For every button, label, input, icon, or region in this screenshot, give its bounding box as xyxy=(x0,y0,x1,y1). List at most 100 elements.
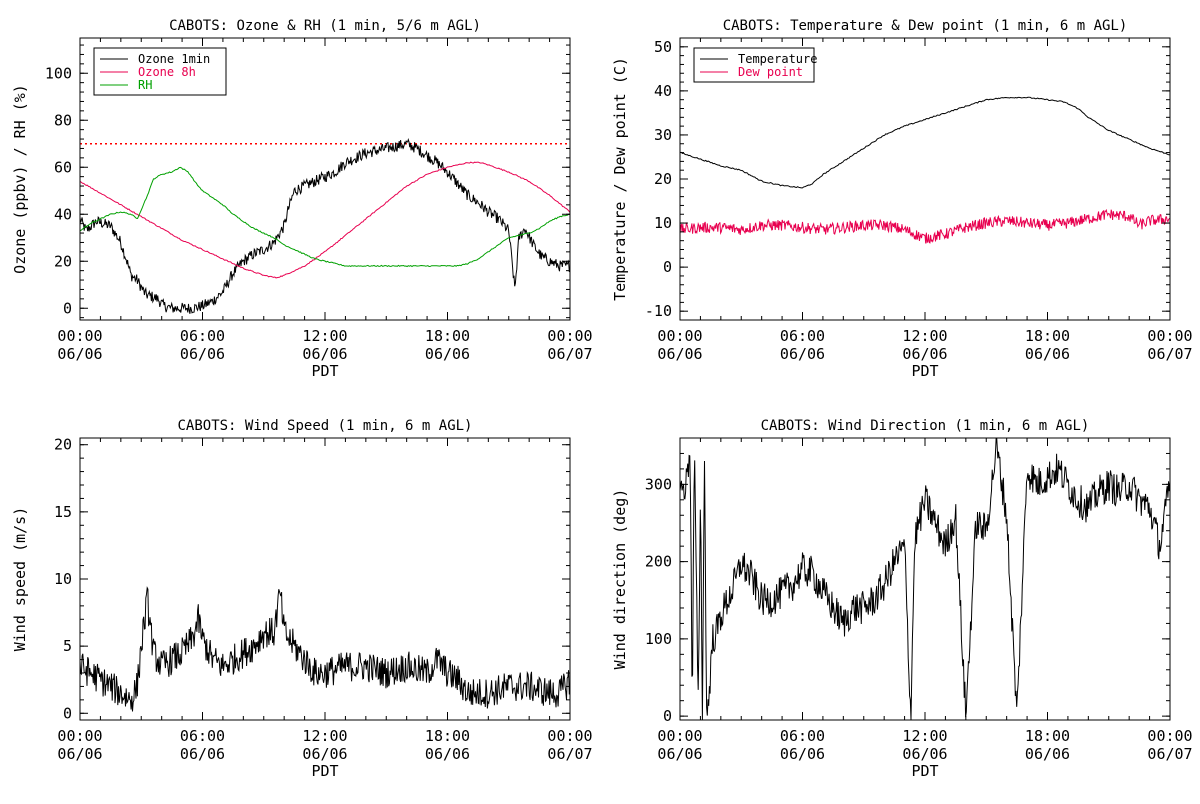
legend-box xyxy=(693,47,815,83)
x-tick-label-date: 06/07 xyxy=(1147,745,1192,763)
x-axis-label: PDT xyxy=(911,762,938,780)
y-tick-label: 15 xyxy=(54,503,72,521)
y-axis-label: Wind direction (deg) xyxy=(611,489,629,670)
x-tick-label-date: 06/06 xyxy=(1025,345,1070,363)
chart-panel-4: CABOTS: Wind Direction (1 min, 6 m AGL) 0… xyxy=(611,418,1193,780)
y-tick-label: 40 xyxy=(54,205,72,223)
x-tick-label-date: 06/06 xyxy=(425,745,470,763)
y-tick-label: 5 xyxy=(63,637,72,655)
x-tick-label-date: 06/06 xyxy=(780,345,825,363)
axes-frame xyxy=(79,437,571,721)
x-tick-label-date: 06/06 xyxy=(657,345,702,363)
x-tick-label-time: 00:00 xyxy=(1147,727,1192,745)
y-tick-label: 0 xyxy=(63,299,72,317)
series-line-2 xyxy=(680,208,1170,244)
series-line-1 xyxy=(680,438,1170,720)
y-tick-label: 10 xyxy=(654,214,672,232)
series-line-1 xyxy=(80,138,570,314)
x-tick-label-time: 00:00 xyxy=(547,727,592,745)
x-tick-label-time: 12:00 xyxy=(302,727,347,745)
x-tick-label-date: 06/07 xyxy=(1147,345,1192,363)
x-tick-label-time: 18:00 xyxy=(425,327,470,345)
y-axis-label: Temperature / Dew point (C) xyxy=(611,57,629,301)
plot-area xyxy=(80,138,570,314)
series-line-1 xyxy=(80,586,570,712)
x-axis-label: PDT xyxy=(311,762,338,780)
x-axis-label: PDT xyxy=(311,362,338,380)
x-tick-label-time: 00:00 xyxy=(57,327,102,345)
chart-panel-3: CABOTS: Wind Speed (1 min, 6 m AGL) 00:00… xyxy=(11,418,593,780)
series-line-3 xyxy=(80,166,570,268)
x-tick-label-time: 00:00 xyxy=(57,727,102,745)
x-tick-label-date: 06/06 xyxy=(902,745,947,763)
x-tick-label-time: 00:00 xyxy=(547,327,592,345)
x-tick-label-date: 06/06 xyxy=(902,345,947,363)
x-tick-label-date: 06/07 xyxy=(547,345,592,363)
x-tick-label-date: 06/06 xyxy=(425,345,470,363)
y-tick-label: 100 xyxy=(645,630,672,648)
legend-entry: Ozone 8h xyxy=(138,65,196,79)
x-tick-label-date: 06/06 xyxy=(57,745,102,763)
x-tick-label-time: 06:00 xyxy=(780,727,825,745)
series-line-1 xyxy=(680,96,1170,189)
x-tick-label-time: 12:00 xyxy=(902,327,947,345)
x-tick-label-date: 06/06 xyxy=(57,345,102,363)
x-tick-label-date: 06/06 xyxy=(1025,745,1070,763)
y-tick-label: 40 xyxy=(654,82,672,100)
y-tick-label: 0 xyxy=(663,258,672,276)
x-tick-label-date: 06/06 xyxy=(180,345,225,363)
y-tick-label: 300 xyxy=(645,475,672,493)
chart-panel-1: CABOTS: Ozone & RH (1 min, 5/6 m AGL) 00:… xyxy=(11,18,593,380)
plot-area xyxy=(80,586,570,712)
x-tick-label-date: 06/06 xyxy=(780,745,825,763)
y-tick-label: 60 xyxy=(54,158,72,176)
x-tick-label-time: 18:00 xyxy=(1025,327,1070,345)
chart-title: CABOTS: Wind Speed (1 min, 6 m AGL) xyxy=(177,418,472,434)
y-tick-label: 200 xyxy=(645,553,672,571)
x-axis-label: PDT xyxy=(911,362,938,380)
y-tick-label: -10 xyxy=(645,302,672,320)
x-tick-label-date: 06/06 xyxy=(302,745,347,763)
x-tick-label-time: 12:00 xyxy=(902,727,947,745)
y-tick-label: 0 xyxy=(663,707,672,725)
chart-title: CABOTS: Ozone & RH (1 min, 5/6 m AGL) xyxy=(169,18,481,34)
y-tick-label: 100 xyxy=(45,64,72,82)
y-tick-label: 0 xyxy=(63,704,72,722)
x-tick-label-time: 06:00 xyxy=(780,327,825,345)
y-tick-label: 10 xyxy=(54,570,72,588)
x-tick-label-date: 06/06 xyxy=(657,745,702,763)
x-tick-label-time: 06:00 xyxy=(180,327,225,345)
chart-panel-2: CABOTS: Temperature & Dew point (1 min, … xyxy=(611,18,1193,380)
chart-title: CABOTS: Temperature & Dew point (1 min, … xyxy=(723,18,1128,34)
series-line-2 xyxy=(80,161,570,279)
y-tick-label: 80 xyxy=(54,111,72,129)
plot-area xyxy=(680,438,1170,720)
x-tick-label-time: 18:00 xyxy=(1025,727,1070,745)
x-tick-label-time: 18:00 xyxy=(425,727,470,745)
y-tick-label: 20 xyxy=(54,436,72,454)
legend-entry: RH xyxy=(138,78,152,92)
chart-title: CABOTS: Wind Direction (1 min, 6 m AGL) xyxy=(761,418,1090,434)
y-axis-label: Wind speed (m/s) xyxy=(11,507,29,652)
x-tick-label-date: 06/07 xyxy=(547,745,592,763)
x-tick-label-time: 00:00 xyxy=(657,727,702,745)
y-tick-label: 20 xyxy=(54,252,72,270)
x-tick-label-time: 00:00 xyxy=(1147,327,1192,345)
y-tick-label: 30 xyxy=(654,126,672,144)
x-tick-label-time: 00:00 xyxy=(657,327,702,345)
x-tick-label-date: 06/06 xyxy=(302,345,347,363)
legend-entry: Temperature xyxy=(738,52,817,66)
y-tick-label: 50 xyxy=(654,38,672,56)
plot-area xyxy=(680,96,1170,244)
y-axis-label: Ozone (ppbv) / RH (%) xyxy=(11,84,29,274)
axes-frame xyxy=(679,437,1171,721)
legend-entry: Dew point xyxy=(738,65,803,79)
y-tick-label: 20 xyxy=(654,170,672,188)
x-tick-label-time: 06:00 xyxy=(180,727,225,745)
x-tick-label-time: 12:00 xyxy=(302,327,347,345)
x-tick-label-date: 06/06 xyxy=(180,745,225,763)
